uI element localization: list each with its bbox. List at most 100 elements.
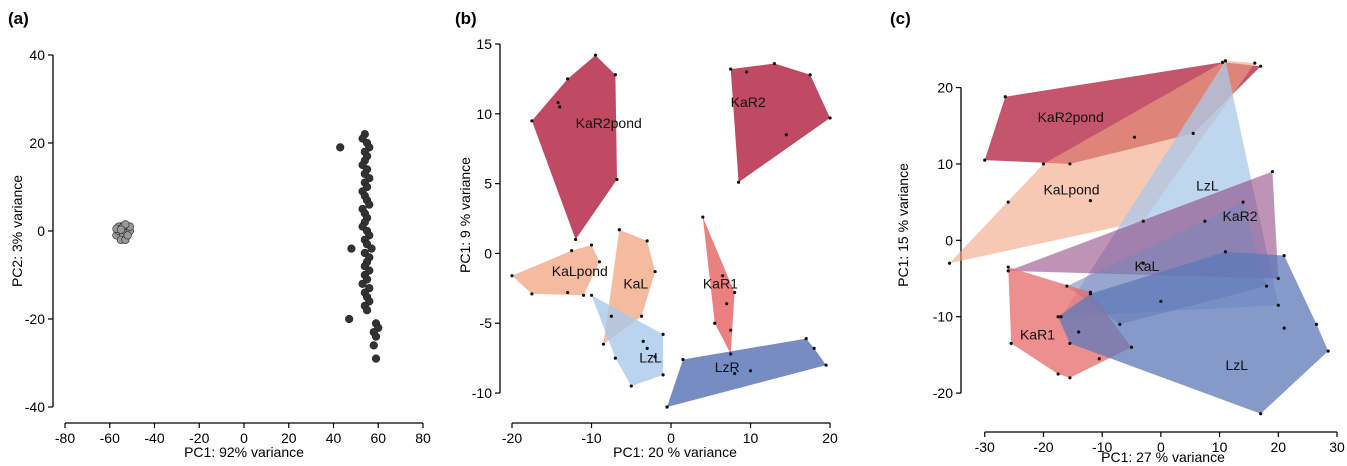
- x-tick-label: -40: [144, 430, 164, 446]
- x-tick-label: 20: [281, 430, 297, 446]
- data-point: [593, 53, 598, 57]
- group-label: KaR2pond: [576, 115, 642, 131]
- y-tick-label: 0: [945, 232, 953, 248]
- panel-b: (b) -20 -10 0 10 20 -10 -5 0 5 10 15 PC1: 20 % varia…: [455, 9, 838, 460]
- data-point: [1041, 162, 1046, 166]
- data-point: [665, 405, 669, 409]
- x-tick-label: 80: [415, 430, 431, 446]
- data-point: [1326, 349, 1330, 353]
- y-axis-title: PC2: 3% variance: [9, 175, 25, 287]
- x-tick-label: 60: [370, 430, 386, 446]
- data-point: [345, 314, 354, 324]
- x-axis-title: PC1: 27 % variance: [1101, 449, 1225, 465]
- data-point: [701, 215, 705, 219]
- y-tick-label: -40: [25, 399, 45, 415]
- y-tick-label: 5: [484, 176, 492, 192]
- data-point: [1006, 265, 1010, 269]
- y-tick-label: 10: [476, 106, 492, 122]
- group-label: LzL: [1196, 178, 1219, 194]
- data-point: [570, 249, 574, 253]
- data-point: [589, 243, 594, 247]
- y-axis-title: PC1: 9 % variance: [457, 157, 473, 273]
- data-point: [733, 371, 737, 376]
- group-label: KaR2pond: [1038, 109, 1104, 125]
- data-point: [371, 354, 381, 363]
- data-point: [530, 119, 534, 123]
- data-point: [1141, 219, 1145, 223]
- panel-label: (a): [8, 9, 29, 28]
- group-label: KaL: [623, 275, 648, 291]
- data-point: [530, 292, 534, 296]
- data-point: [784, 133, 788, 137]
- x-tick-label: 10: [1212, 439, 1228, 455]
- x-tick-label: 0: [1157, 439, 1165, 455]
- data-point: [725, 302, 729, 306]
- data-point: [1282, 253, 1286, 258]
- data-point: [1259, 412, 1263, 416]
- group-label: KaL: [1134, 258, 1159, 274]
- data-point: [1097, 357, 1101, 361]
- data-point: [617, 228, 621, 232]
- group-label: KaR2: [731, 94, 766, 110]
- data-point: [641, 339, 645, 343]
- data-point: [824, 363, 828, 367]
- x-tick-label: 0: [240, 430, 248, 446]
- x-axis-title: PC1: 20 % variance: [613, 444, 737, 460]
- data-point: [729, 352, 733, 356]
- data-point: [812, 346, 816, 350]
- data-point: [681, 357, 685, 362]
- panel-a: (a) -80 -60 -40 -20 0 20 40 60 80 -40 -20 0 20 40 PC1: …: [8, 9, 431, 460]
- data-point: [1003, 95, 1007, 99]
- data-point: [1259, 64, 1263, 68]
- panel-c: (c) -30 -20 -10 0 10 20 30 -20 -10 0 10 20 PC1: 27 % …: [890, 9, 1345, 465]
- y-tick-label: 40: [29, 47, 45, 63]
- data-point: [123, 231, 132, 240]
- x-tick-label: -20: [189, 430, 209, 446]
- data-point: [1006, 200, 1010, 204]
- data-point: [653, 269, 657, 274]
- x-tick-label: 30: [1329, 439, 1345, 455]
- group-label: LzR: [715, 359, 740, 375]
- y-tick-label: 15: [476, 36, 492, 52]
- y-tick-label: 0: [484, 245, 492, 261]
- panel-label: (c): [890, 9, 911, 28]
- data-point: [721, 274, 725, 278]
- y-tick-label: 10: [937, 156, 953, 172]
- y-axis-title: PC1: 15 % variance: [895, 163, 911, 287]
- data-point: [1056, 315, 1060, 319]
- group-label: KaR1: [703, 275, 738, 291]
- data-point: [1088, 199, 1093, 203]
- y-tick-label: 20: [29, 135, 45, 151]
- data-point: [369, 341, 378, 350]
- data-point: [1253, 61, 1257, 65]
- group-hull-kar2pond: [531, 55, 617, 240]
- data-point: [371, 332, 381, 341]
- data-point: [1065, 284, 1069, 288]
- x-tick-label: 10: [743, 430, 759, 446]
- data-point: [1314, 322, 1319, 326]
- x-tick-label: -10: [581, 430, 601, 446]
- group-hull-lzl: [1058, 251, 1329, 414]
- group-hull-kar1: [702, 217, 735, 354]
- x-tick-label: -10: [1092, 439, 1112, 455]
- data-point: [1141, 261, 1145, 265]
- data-point: [1132, 135, 1137, 139]
- y-tick-label: -10: [472, 385, 492, 401]
- data-point: [772, 61, 776, 66]
- group-hull-kalpond: [949, 60, 1255, 264]
- data-point: [1223, 250, 1228, 254]
- data-point: [1220, 60, 1225, 64]
- data-point: [589, 293, 594, 297]
- data-point: [1159, 299, 1163, 304]
- data-point: [336, 143, 345, 152]
- group-hull-lzl: [591, 295, 664, 387]
- data-point: [808, 73, 812, 77]
- data-point: [1056, 372, 1060, 376]
- data-point: [121, 220, 130, 229]
- data-point: [362, 306, 372, 315]
- data-point: [1118, 322, 1122, 326]
- data-point: [629, 384, 633, 388]
- data-point: [804, 336, 808, 341]
- data-point: [744, 70, 749, 74]
